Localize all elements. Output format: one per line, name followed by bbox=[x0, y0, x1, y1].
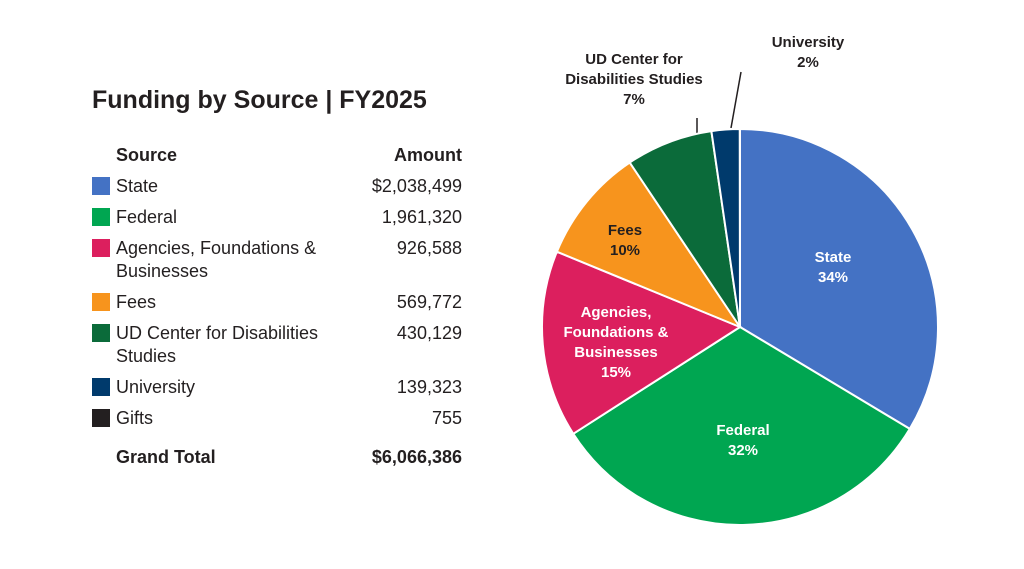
slice-percent: 15% bbox=[600, 364, 632, 381]
amount: 569,772 bbox=[396, 292, 462, 312]
slice-percent: 34% bbox=[817, 269, 849, 286]
source-name: UD Center for Disabilities Studies bbox=[116, 323, 319, 366]
slice-label: State 34% bbox=[773, 248, 893, 288]
table-row: Agencies, Foundations & Businesses 926,58… bbox=[92, 233, 462, 287]
source-name: State bbox=[116, 176, 159, 196]
amount: 926,588 bbox=[396, 238, 462, 258]
source-name: Federal bbox=[116, 207, 178, 227]
table-row: Federal 1,961,320 bbox=[92, 202, 462, 233]
slice-name: Federal bbox=[716, 422, 770, 439]
pie-slice bbox=[541, 250, 743, 436]
slice-label: Federal 32% bbox=[683, 421, 803, 461]
leader-line bbox=[730, 71, 742, 129]
total-amount: $6,066,386 bbox=[371, 447, 462, 467]
slice-label: UD Center for Disabilities Studies 7% bbox=[549, 50, 719, 110]
swatch bbox=[92, 409, 110, 427]
slice-name: University bbox=[771, 34, 845, 51]
table-header: Source Amount bbox=[92, 140, 462, 171]
source-name: Gifts bbox=[116, 408, 154, 428]
slice-percent: 7% bbox=[623, 91, 645, 108]
swatch bbox=[92, 177, 110, 195]
total-name: Grand Total bbox=[116, 447, 216, 467]
source-name: University bbox=[116, 377, 196, 397]
swatch bbox=[92, 293, 110, 311]
table-row: UD Center for Disabilities Studies 430,12… bbox=[92, 318, 462, 372]
amount: 430,129 bbox=[396, 323, 462, 343]
chart-title: Funding by Source | FY2025 bbox=[92, 86, 427, 114]
swatch bbox=[92, 324, 110, 342]
slice-name: State bbox=[814, 249, 852, 266]
slice-name: Agencies, Foundations & Businesses bbox=[563, 304, 669, 361]
slice-label: Fees 10% bbox=[585, 221, 665, 261]
header-source: Source bbox=[116, 145, 178, 165]
amount: $2,038,499 bbox=[371, 176, 462, 196]
source-name: Fees bbox=[116, 292, 157, 312]
slice-label: Agencies, Foundations & Businesses 15% bbox=[559, 303, 674, 383]
header-amount: Amount bbox=[394, 145, 462, 165]
swatch bbox=[92, 208, 110, 226]
pie-slice bbox=[739, 127, 939, 431]
table-row: Fees 569,772 bbox=[92, 287, 462, 318]
slice-name: UD Center for Disabilities Studies bbox=[565, 51, 703, 88]
slice-percent: 10% bbox=[609, 242, 641, 259]
amount: 139,323 bbox=[396, 377, 462, 397]
slice-label: University 2% bbox=[758, 33, 858, 73]
amount: 1,961,320 bbox=[381, 207, 462, 227]
pie-slice bbox=[571, 325, 912, 526]
total-row: Grand Total $6,066,386 bbox=[92, 442, 462, 473]
table-row: State $2,038,499 bbox=[92, 171, 462, 202]
swatch bbox=[92, 378, 110, 396]
slice-name: Fees bbox=[607, 222, 643, 239]
pie-slice bbox=[555, 161, 743, 330]
swatch bbox=[92, 239, 110, 257]
source-name: Agencies, Foundations & Businesses bbox=[116, 238, 317, 281]
slice-percent: 32% bbox=[727, 442, 759, 459]
amount: 755 bbox=[431, 408, 462, 428]
table-row: University 139,323 bbox=[92, 372, 462, 403]
funding-table: Source Amount State $2,038,499 Federal 1,961,… bbox=[92, 140, 462, 473]
slice-percent: 2% bbox=[797, 54, 819, 71]
table-row: Gifts 755 bbox=[92, 403, 462, 434]
